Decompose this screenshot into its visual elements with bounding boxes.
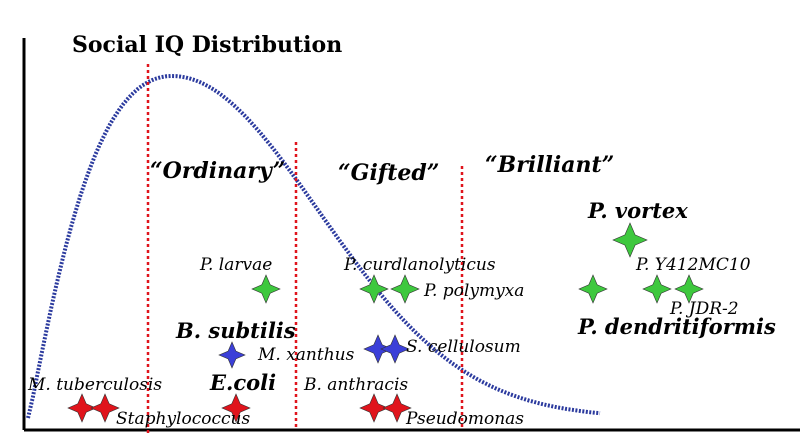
iq-distribution-curve [26, 73, 601, 419]
marker-m-xanthus [363, 334, 393, 364]
label-staphylococcus: Staphylococcus [116, 409, 250, 429]
label-pseudomonas: Pseudomonas [405, 409, 524, 429]
label-s-cellulosum: S. cellulosum [406, 337, 521, 357]
category-gifted: “Gifted” [338, 160, 439, 186]
label-p-y412mc10: P. Y412MC10 [635, 255, 751, 275]
marker-m-tuberculosis [67, 393, 97, 423]
label-b-anthracis: B. anthracis [303, 375, 408, 395]
marker-b-subtilis [218, 341, 246, 369]
label-p-curdlanolyticus: P. curdlanolyticus [343, 255, 496, 275]
label-m-xanthus: M. xanthus [257, 345, 355, 365]
label-p-jdr-2: P. JDR-2 [669, 299, 739, 319]
marker-p-dendritiformis [578, 274, 608, 304]
label-p-larvae: P. larvae [199, 255, 272, 275]
marker-b-anthracis [359, 393, 389, 423]
chart-marks [26, 64, 704, 436]
label-m-tuberculosis: M. tuberculosis [27, 375, 162, 395]
marker-pseudomonas [382, 393, 412, 423]
marker-s-cellulosum [380, 334, 410, 364]
label-p-vortex: P. vortex [587, 198, 688, 223]
category-brilliant: “Brilliant” [485, 152, 614, 178]
chart-title: Social IQ Distribution [72, 32, 342, 58]
marker-p-larvae [251, 274, 281, 304]
label-p-polymyxa: P. polymyxa [423, 281, 524, 301]
marker-p-vortex [612, 222, 648, 258]
category-ordinary: “Ordinary” [150, 158, 285, 184]
marker-p-y412mc10 [642, 274, 672, 304]
marker-p-curdlanolyticus [359, 274, 389, 304]
marker-e-coli [221, 393, 251, 423]
marker-p-jdr-2 [674, 274, 704, 304]
label-e-coli: E.coli [209, 370, 276, 395]
label-p-dendritiformis: P. dendritiformis [577, 314, 776, 339]
marker-p-polymyxa [390, 274, 420, 304]
label-b-subtilis: B. subtilis [175, 318, 296, 343]
marker-m-tuberculosis-2 [90, 393, 120, 423]
